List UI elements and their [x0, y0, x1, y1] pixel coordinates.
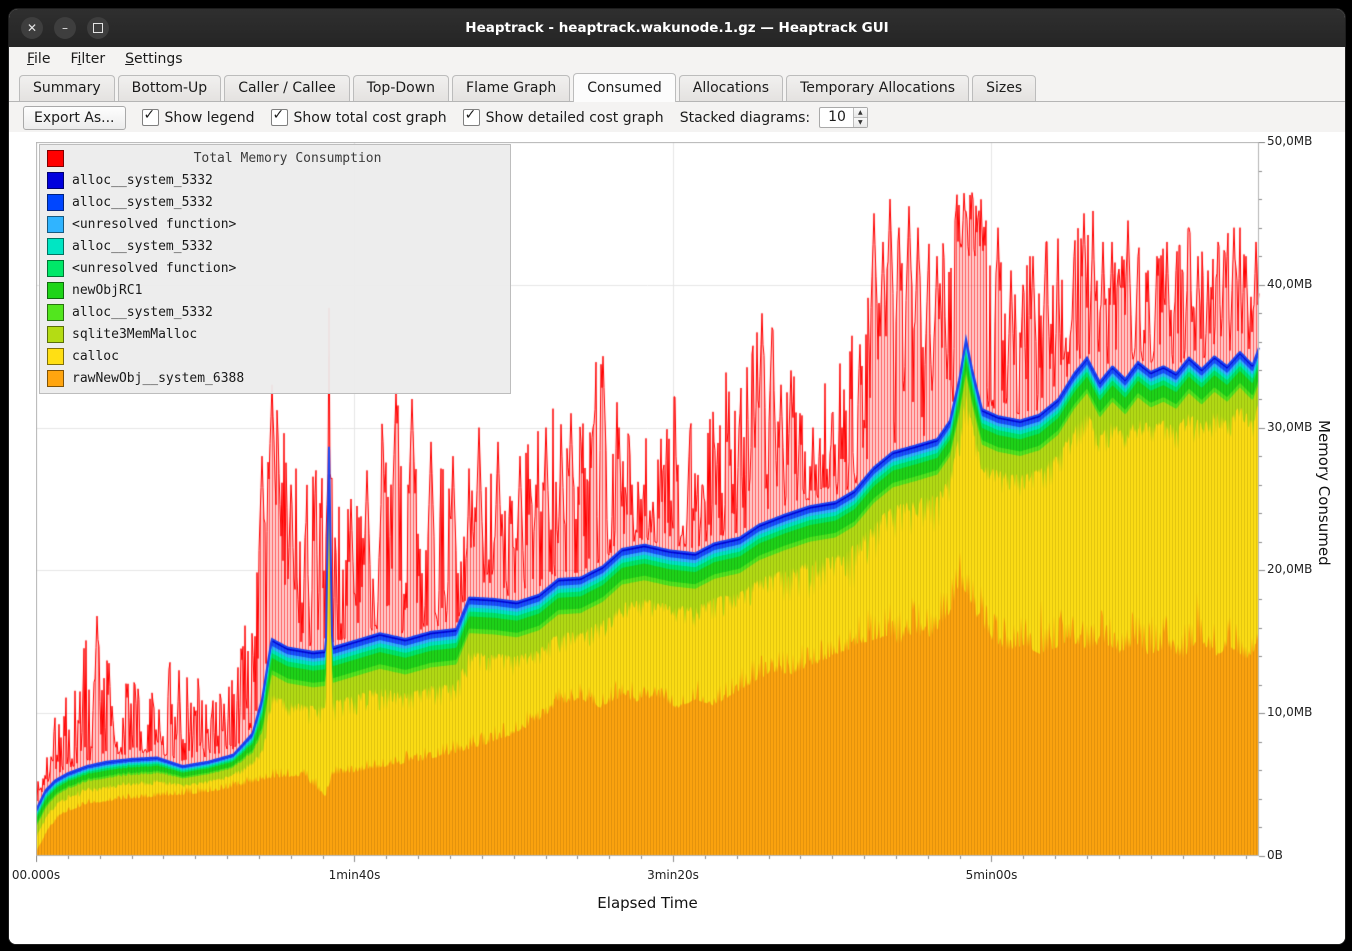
maximize-icon: [93, 23, 103, 33]
legend-swatch: [47, 303, 64, 321]
menu-settings[interactable]: Settings: [125, 51, 183, 67]
legend-item: alloc__system_5332: [40, 191, 510, 213]
spin-down-icon[interactable]: ▼: [853, 117, 867, 127]
tab-bar: Summary Bottom-Up Caller / Callee Top-Do…: [9, 72, 1345, 102]
legend-item: <unresolved function>: [40, 257, 510, 279]
chart-area: Total Memory Consumption alloc__system_5…: [9, 132, 1345, 944]
y-tick-label: 40,0MB: [1267, 276, 1313, 291]
checkbox-show-detailed-cost-graph-label: Show detailed cost graph: [485, 109, 664, 126]
toolbar: Export As... ✓ Show legend ✓ Show total …: [9, 102, 1345, 133]
legend-label: rawNewObj__system_6388: [72, 370, 245, 386]
legend-label: alloc__system_5332: [72, 304, 213, 320]
legend-item: sqlite3MemMalloc: [40, 323, 510, 345]
legend-item: alloc__system_5332: [40, 235, 510, 257]
legend-swatch: [47, 281, 64, 299]
legend-label: alloc__system_5332: [72, 194, 213, 210]
y-tick-label: 50,0MB: [1267, 134, 1313, 148]
legend-title-swatch: [47, 149, 64, 167]
legend-label: newObjRC1: [72, 282, 143, 298]
legend-item: newObjRC1: [40, 279, 510, 301]
tab-flame-graph[interactable]: Flame Graph: [452, 75, 571, 101]
legend-swatch: [47, 193, 64, 211]
legend-item: calloc: [40, 345, 510, 367]
tab-bottom-up[interactable]: Bottom-Up: [117, 75, 222, 101]
spin-value: 10: [828, 109, 846, 125]
maximize-button[interactable]: [87, 17, 109, 39]
stacked-diagrams-spinner[interactable]: 10 ▲ ▼: [819, 107, 868, 128]
chart-legend: Total Memory Consumption alloc__system_5…: [39, 144, 511, 394]
legend-swatch: [47, 171, 64, 189]
x-tick-label: 1min40s: [328, 868, 381, 882]
legend-swatch: [47, 237, 64, 255]
legend-label: <unresolved function>: [72, 260, 237, 276]
minimize-button[interactable]: –: [54, 17, 76, 39]
legend-item: rawNewObj__system_6388: [40, 367, 510, 389]
y-axis-title: Memory Consumed: [1315, 420, 1333, 566]
legend-label: sqlite3MemMalloc: [72, 326, 198, 342]
legend-swatch: [47, 369, 64, 387]
y-tick-label: 20,0MB: [1267, 562, 1313, 577]
close-button[interactable]: ✕: [21, 17, 43, 39]
checkbox-show-total-cost-graph[interactable]: ✓: [270, 107, 288, 126]
tab-caller-callee[interactable]: Caller / Callee: [224, 75, 350, 101]
legend-label: calloc: [72, 348, 119, 364]
legend-item: alloc__system_5332: [40, 301, 510, 323]
legend-label: alloc__system_5332: [72, 172, 213, 188]
legend-label: <unresolved function>: [72, 216, 237, 232]
x-tick-label: 00.000s: [11, 868, 61, 882]
legend-label: alloc__system_5332: [72, 238, 213, 254]
y-tick-label: 0B: [1267, 848, 1283, 862]
titlebar[interactable]: ✕ – Heaptrack - heaptrack.wakunode.1.gz …: [9, 9, 1345, 47]
tab-sizes[interactable]: Sizes: [972, 75, 1037, 101]
x-axis-title: Elapsed Time: [597, 894, 698, 912]
menu-filter[interactable]: Filter: [70, 51, 106, 67]
check-icon: ✓: [272, 107, 285, 123]
menubar: File Filter Settings: [9, 47, 1345, 72]
menu-file[interactable]: File: [27, 51, 51, 67]
checkbox-show-legend[interactable]: ✓: [141, 107, 159, 126]
legend-swatch: [47, 325, 64, 343]
spin-up-icon[interactable]: ▲: [853, 108, 867, 117]
tab-top-down[interactable]: Top-Down: [352, 75, 450, 101]
stacked-diagrams-label: Stacked diagrams:: [679, 109, 811, 126]
x-tick-label: 5min00s: [965, 868, 1018, 882]
minimize-icon: –: [62, 21, 68, 35]
check-icon: ✓: [143, 107, 156, 123]
y-tick-label: 10,0MB: [1267, 705, 1313, 720]
checkbox-show-detailed-cost-graph[interactable]: ✓: [462, 107, 480, 126]
legend-swatch: [47, 215, 64, 233]
legend-swatch: [47, 259, 64, 277]
tab-allocations[interactable]: Allocations: [678, 75, 784, 101]
close-icon: ✕: [26, 21, 38, 35]
legend-title-row: Total Memory Consumption: [40, 147, 510, 169]
check-icon: ✓: [464, 107, 477, 123]
y-tick-label: 30,0MB: [1267, 419, 1313, 434]
window-title: Heaptrack - heaptrack.wakunode.1.gz — He…: [465, 20, 889, 36]
export-as-button[interactable]: Export As...: [23, 105, 126, 130]
tab-temporary-allocations[interactable]: Temporary Allocations: [786, 75, 970, 101]
legend-item: alloc__system_5332: [40, 169, 510, 191]
checkbox-show-legend-label: Show legend: [164, 109, 255, 126]
legend-title: Total Memory Consumption: [193, 150, 382, 166]
tab-consumed[interactable]: Consumed: [573, 73, 676, 102]
tab-summary[interactable]: Summary: [19, 75, 115, 101]
legend-item: <unresolved function>: [40, 213, 510, 235]
x-tick-label: 3min20s: [647, 868, 699, 882]
checkbox-show-total-cost-graph-label: Show total cost graph: [293, 109, 447, 126]
heaptrack-window: ✕ – Heaptrack - heaptrack.wakunode.1.gz …: [8, 8, 1346, 945]
legend-swatch: [47, 347, 64, 365]
